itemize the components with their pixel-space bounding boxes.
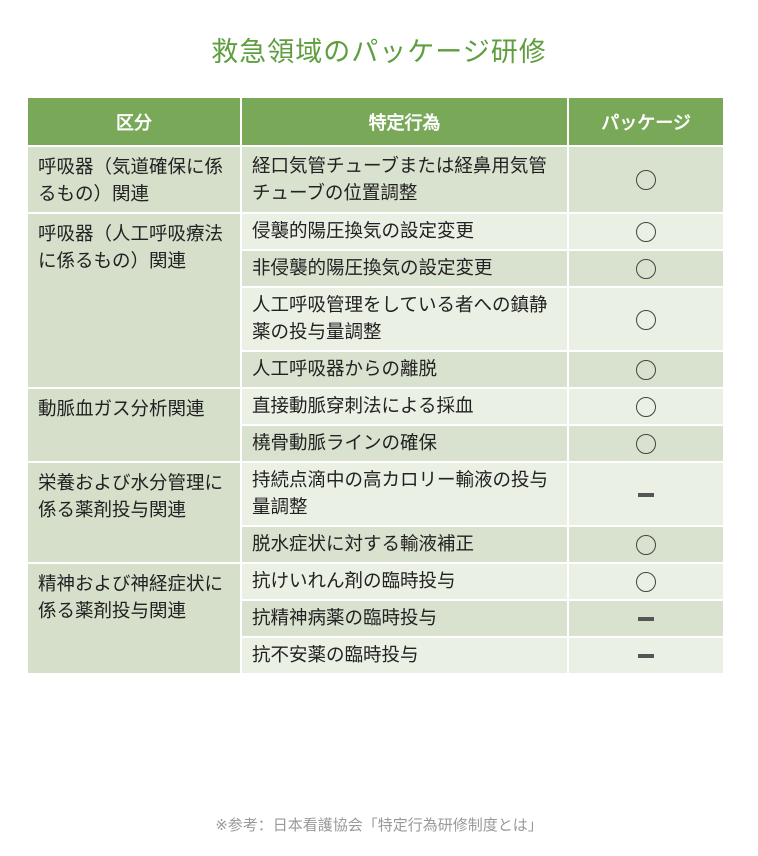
action-cell: 抗精神病薬の臨時投与: [242, 601, 568, 636]
action-cell: 抗不安薬の臨時投与: [242, 638, 568, 673]
header-package: パッケージ: [569, 98, 723, 145]
package-cell: [569, 426, 723, 461]
package-cell: [569, 389, 723, 424]
table-row: 橈骨動脈ラインの確保: [28, 426, 723, 461]
table-row: 呼吸器（気道確保に係るもの）関連 経口気管チューブまたは経鼻用気管チューブの位置調…: [28, 147, 723, 212]
package-cell: [569, 638, 723, 673]
circle-mark-icon: [636, 222, 657, 242]
page-title: 救急領域のパッケージ研修: [211, 37, 547, 68]
table-row: 動脈血ガス分析関連 直接動脈穿刺法による採血: [28, 389, 723, 461]
table-row: 抗不安薬の臨時投与: [28, 638, 723, 673]
category-cell: 動脈血ガス分析関連: [28, 389, 241, 461]
action-cell: 非侵襲的陽圧換気の設定変更: [242, 251, 568, 286]
circle-mark-icon: [636, 259, 657, 279]
circle-mark-icon: [636, 572, 657, 592]
package-cell: [569, 564, 723, 599]
category-cell: 呼吸器（人工呼吸療法に係るもの）関連: [28, 214, 241, 387]
circle-mark-icon: [636, 397, 657, 417]
package-cell: [569, 601, 723, 636]
action-cell: 抗けいれん剤の臨時投与: [242, 564, 568, 599]
category-cell: 精神および神経症状に係る薬剤投与関連: [28, 564, 241, 673]
action-cell: 脱水症状に対する輸液補正: [242, 527, 568, 562]
package-cell: [569, 251, 723, 286]
package-cell: [569, 288, 723, 350]
action-cell: 経口気管チューブまたは経鼻用気管チューブの位置調整: [242, 147, 568, 212]
dash-mark-icon: [638, 492, 655, 497]
circle-mark-icon: [636, 535, 657, 555]
table-row: 非侵襲的陽圧換気の設定変更: [28, 251, 723, 286]
circle-mark-icon: [636, 309, 657, 330]
circle-mark-icon: [636, 434, 657, 454]
table-row: 脱水症状に対する輸液補正: [28, 527, 723, 562]
package-cell: [569, 352, 723, 387]
dash-mark-icon: [638, 654, 655, 658]
table-row: 精神および神経症状に係る薬剤投与関連 抗けいれん剤の臨時投与: [28, 564, 723, 673]
action-cell: 人工呼吸管理をしている者への鎮静薬の投与量調整: [242, 288, 568, 350]
dash-mark-icon: [638, 617, 655, 621]
header-action: 特定行為: [242, 98, 568, 145]
package-cell: [569, 527, 723, 562]
action-cell: 侵襲的陽圧換気の設定変更: [242, 214, 568, 249]
table-row: 抗精神病薬の臨時投与: [28, 601, 723, 636]
table-row: 栄養および水分管理に係る薬剤投与関連 持続点滴中の高カロリー輸液の投与量調整: [28, 463, 723, 562]
table-row: 人工呼吸器からの離脱: [28, 352, 723, 387]
package-table: 区分 特定行為 パッケージ 呼吸器（気道確保に係るもの）関連 経口気管チューブまた…: [26, 96, 725, 675]
action-cell: 人工呼吸器からの離脱: [242, 352, 568, 387]
table-row: 呼吸器（人工呼吸療法に係るもの）関連 侵襲的陽圧換気の設定変更: [28, 214, 723, 387]
circle-mark-icon: [636, 360, 657, 380]
package-cell: [569, 214, 723, 249]
circle-mark-icon: [636, 170, 657, 190]
action-cell: 橈骨動脈ラインの確保: [242, 426, 568, 461]
package-cell: [569, 463, 723, 525]
category-cell: 栄養および水分管理に係る薬剤投与関連: [28, 463, 241, 562]
table-header-row: 区分 特定行為 パッケージ: [28, 98, 723, 145]
action-cell: 直接動脈穿刺法による採血: [242, 389, 568, 424]
category-cell: 呼吸器（気道確保に係るもの）関連: [28, 147, 241, 212]
action-cell: 持続点滴中の高カロリー輸液の投与量調整: [242, 463, 568, 525]
package-cell: [569, 147, 723, 212]
source-note: ※参考：日本看護協会「特定行為研修制度とは」: [215, 816, 543, 834]
header-category: 区分: [28, 98, 241, 145]
table-row: 人工呼吸管理をしている者への鎮静薬の投与量調整: [28, 288, 723, 350]
